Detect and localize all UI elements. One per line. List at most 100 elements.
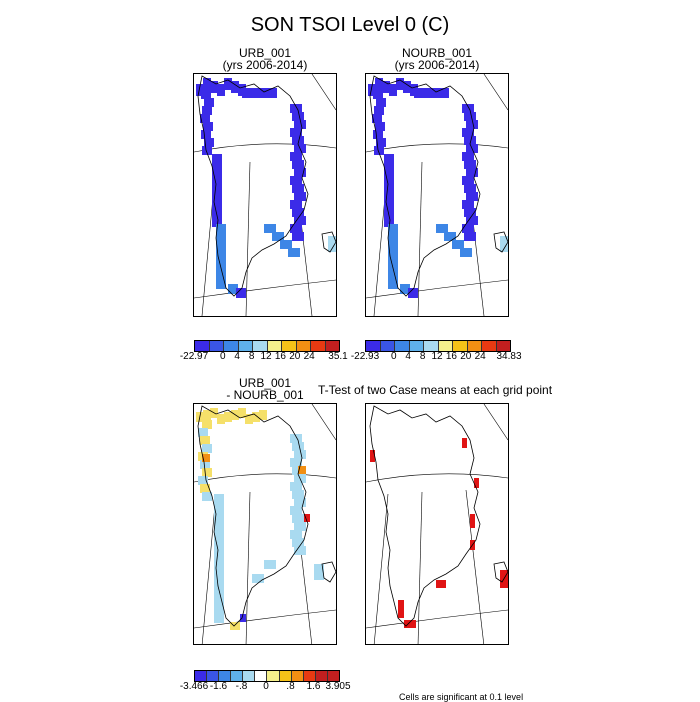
colorbar-tick-label: 24: [303, 351, 315, 362]
grid-cell: [414, 88, 421, 98]
significant-cell: [470, 514, 475, 528]
colorbar-tick-label: 3.905: [325, 681, 351, 692]
map-ttest: [366, 404, 508, 644]
grid-cell: [216, 232, 226, 241]
grid-cell: [290, 152, 302, 161]
significant-cell: [370, 450, 375, 462]
grid-cell: [249, 88, 256, 98]
grid-cell: [466, 168, 478, 177]
grid-cell: [214, 510, 224, 519]
map-panel-urb: [193, 73, 337, 317]
colorbar-swatch: [395, 341, 410, 351]
coastline: [197, 405, 309, 627]
grid-cell: [200, 114, 210, 123]
grid-cell: [384, 178, 394, 187]
grid-cell: [224, 78, 232, 90]
colorbar-swatch: [219, 671, 232, 681]
longitude-line: [311, 404, 336, 441]
grid-cell: [466, 192, 478, 201]
grid-cell: [214, 566, 224, 575]
colorbar-swatch: [209, 341, 224, 351]
colorbar-swatch: [279, 671, 292, 681]
colorbar-tick-label: -.8: [235, 681, 248, 692]
colorbar-swatch: [231, 671, 244, 681]
colorbar-tick-label: -22.97: [179, 351, 209, 362]
grid-cell: [292, 112, 304, 121]
colorbar-tick-label: 8: [248, 351, 255, 362]
grid-cell: [464, 160, 476, 169]
panel1-title: URB_001 (yrs 2006-2014): [194, 47, 336, 71]
longitude-line: [483, 404, 508, 441]
colorbar-tick-label: 4: [405, 351, 411, 362]
colorbar-swatch: [424, 341, 439, 351]
grid-cell: [214, 518, 224, 527]
grid-cell: [294, 522, 306, 531]
grid-cell: [196, 84, 204, 96]
coastline: [369, 75, 481, 297]
grid-cell: [290, 458, 302, 467]
significant-cell: [474, 478, 479, 488]
grid-cell: [388, 272, 398, 281]
grid-cell: [214, 558, 224, 567]
significant-cell: [404, 620, 416, 628]
coastline-island: [493, 231, 508, 253]
grid-cell: [294, 120, 306, 129]
grid-cell: [216, 240, 226, 249]
colorbar-swatch: [303, 671, 316, 681]
colorbar-diff: [194, 670, 340, 682]
grid-cell: [214, 550, 224, 559]
colorbar-swatch: [325, 341, 339, 351]
significant-cell: [462, 438, 467, 448]
grid-cell: [442, 88, 449, 98]
grid-cell: [428, 88, 435, 98]
grid-cell: [389, 84, 397, 96]
grid-cell: [214, 590, 224, 599]
grid-cell: [462, 224, 474, 233]
grid-cell: [198, 428, 208, 437]
colorbar-swatch: [267, 671, 280, 681]
latitude-line: [366, 279, 508, 299]
grid-cell: [464, 136, 476, 145]
grid-cell: [292, 490, 304, 499]
colorbar-swatch: [224, 341, 239, 351]
grid-cell: [294, 216, 306, 225]
colorbar-swatch: [207, 671, 220, 681]
colorbar-tick-label: 0: [220, 351, 226, 362]
grid-cell: [230, 622, 240, 630]
latitude-line: [194, 473, 336, 483]
grid-cell: [388, 280, 398, 289]
grid-cell: [210, 81, 218, 93]
grid-cell: [292, 208, 304, 217]
grid-cell: [452, 240, 464, 249]
coastline: [369, 405, 481, 627]
grid-cell: [328, 236, 336, 252]
grid-cell: [214, 598, 224, 607]
colorbar-swatch: [366, 341, 381, 351]
grid-cell: [259, 410, 267, 420]
grid-cell: [462, 104, 474, 113]
longitude-line: [245, 491, 251, 644]
grid-cell: [212, 186, 222, 195]
grid-cell: [202, 492, 212, 501]
latitude-line: [194, 279, 336, 299]
grid-cell: [203, 78, 211, 90]
grid-cell: [435, 88, 442, 98]
grid-cell: [373, 90, 383, 99]
grid-cell: [201, 90, 211, 99]
grid-cell: [231, 81, 239, 93]
panel4-title: T-Test of two Case means at each grid po…: [300, 384, 570, 396]
grid-cell: [212, 202, 222, 211]
grid-cell: [224, 412, 232, 422]
grid-cell: [212, 154, 222, 163]
colorbar-tick-label: .8: [286, 681, 295, 692]
colorbar-tick-label: 34.83: [496, 351, 522, 362]
grid-cell: [290, 128, 302, 137]
grid-cell: [216, 224, 226, 233]
colorbar-swatch: [267, 341, 282, 351]
longitude-line: [483, 74, 508, 111]
grid-cell: [396, 78, 404, 90]
grid-cell: [203, 410, 211, 420]
longitude-line: [245, 161, 251, 316]
colorbar-tick-label: 20: [460, 351, 472, 362]
coastline-island: [493, 561, 508, 583]
